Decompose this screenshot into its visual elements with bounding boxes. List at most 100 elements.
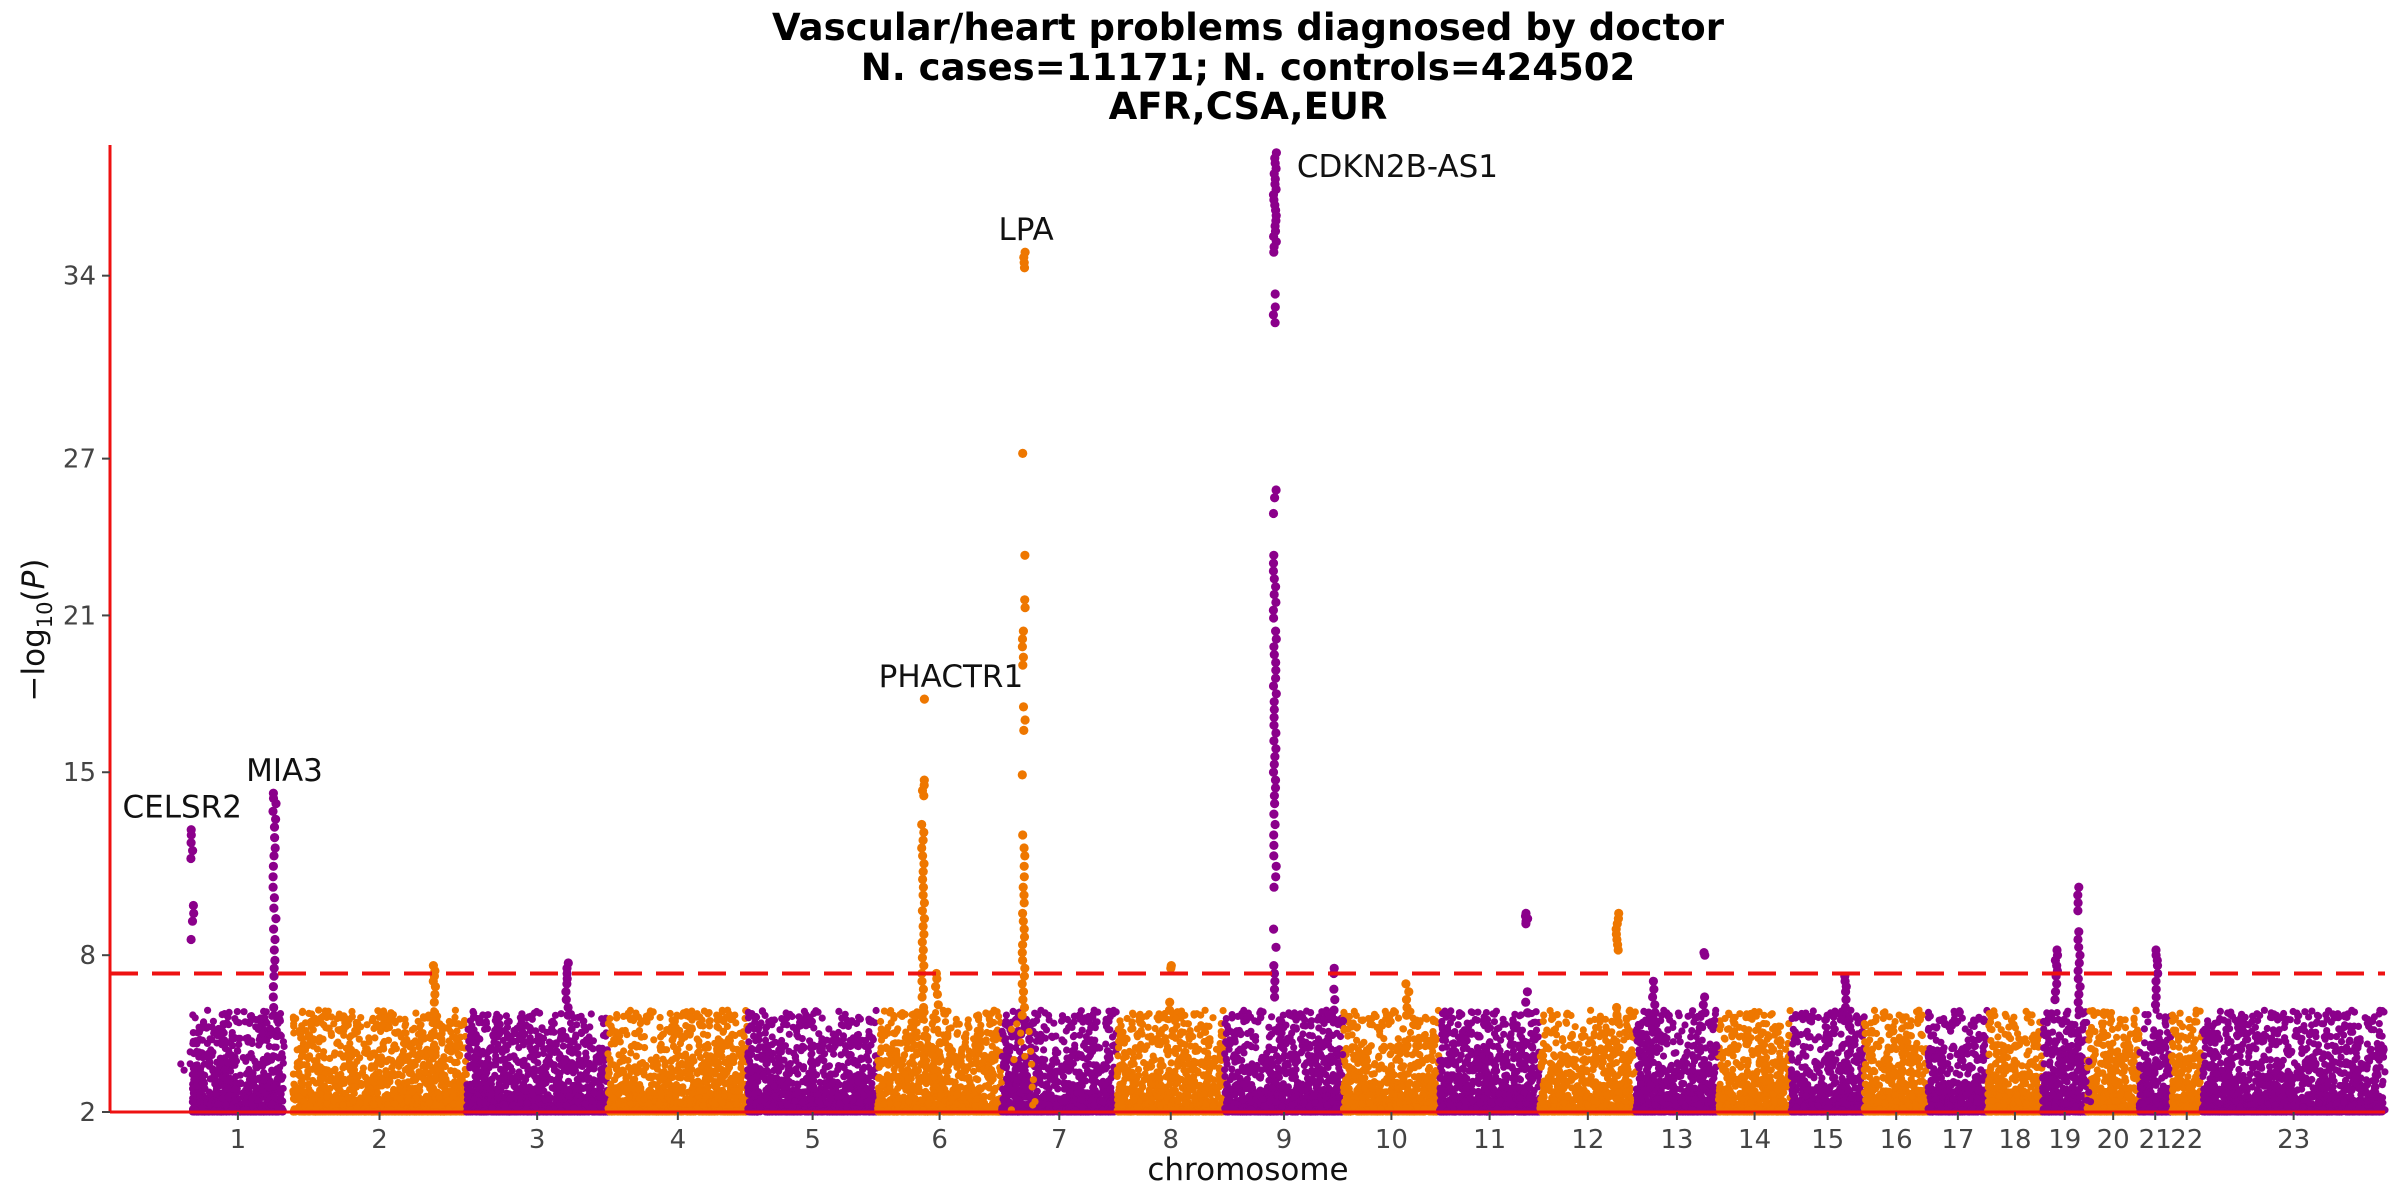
data-point [361, 1073, 370, 1081]
data-point [189, 1011, 197, 1019]
data-point [503, 1023, 512, 1031]
data-point [669, 1036, 677, 1044]
data-point [499, 1045, 507, 1053]
data-point [702, 1093, 710, 1101]
data-point [728, 1030, 736, 1038]
title-line-3: AFR,CSA,EUR [1109, 85, 1388, 128]
data-point [729, 1045, 737, 1053]
data-point [585, 1059, 594, 1067]
data-point [382, 1070, 390, 1078]
data-point [300, 1061, 308, 1069]
data-point [533, 1007, 541, 1016]
data-point [231, 1085, 239, 1093]
data-point [604, 1019, 613, 1028]
data-point [401, 1041, 409, 1049]
data-point [298, 1046, 306, 1054]
data-point [240, 1008, 248, 1016]
data-point [597, 1065, 605, 1073]
data-point [545, 1038, 554, 1046]
data-point [621, 1088, 629, 1096]
data-point [627, 1049, 635, 1057]
data-point [434, 1088, 442, 1096]
data-point [319, 1075, 327, 1083]
data-point [386, 1078, 394, 1086]
data-point [519, 1080, 528, 1088]
data-point [401, 1015, 409, 1024]
data-point [364, 1095, 372, 1103]
data-point [657, 1089, 666, 1097]
data-point [659, 1055, 667, 1063]
data-point [339, 1101, 347, 1109]
data-point [374, 1007, 382, 1015]
data-point [725, 1010, 733, 1018]
data-point [370, 1101, 378, 1109]
data-point [319, 1035, 327, 1043]
data-point [564, 1077, 573, 1085]
data-point [607, 1060, 615, 1068]
data-point [614, 1029, 622, 1037]
data-point [528, 1047, 536, 1055]
data-point [706, 1017, 714, 1025]
data-point [411, 1076, 420, 1084]
data-point [298, 1077, 306, 1086]
data-point [481, 1059, 489, 1068]
data-point [521, 1086, 529, 1095]
data-point [491, 1071, 499, 1079]
data-point [341, 1089, 350, 1097]
data-point [494, 1094, 502, 1102]
data-point [241, 1018, 249, 1026]
data-point [587, 1010, 595, 1018]
data-point [249, 1093, 257, 1101]
data-point [345, 1063, 353, 1072]
data-point [465, 1044, 473, 1052]
data-point [688, 1090, 696, 1098]
data-point [352, 1048, 360, 1056]
data-point [596, 1083, 604, 1091]
data-point [435, 1033, 444, 1041]
data-point [532, 1074, 540, 1082]
data-point [559, 1031, 567, 1039]
data-point [342, 1023, 350, 1031]
data-point [188, 1098, 196, 1106]
data-point [523, 1014, 531, 1022]
data-point [452, 1020, 460, 1028]
data-point [404, 1096, 412, 1104]
data-point [550, 1019, 558, 1028]
data-point [214, 1100, 222, 1108]
data-point [222, 1101, 230, 1109]
data-point [344, 1050, 352, 1058]
data-point [404, 1078, 412, 1086]
data-point [320, 1048, 328, 1056]
data-point [260, 1036, 268, 1044]
data-point [250, 1082, 258, 1090]
data-point [664, 1026, 672, 1034]
data-point [230, 1035, 238, 1043]
data-point [522, 1038, 530, 1046]
data-point [374, 1089, 382, 1097]
data-point [376, 1079, 385, 1087]
data-point [691, 1079, 699, 1087]
data-point [544, 1091, 552, 1099]
data-point [667, 1057, 675, 1065]
data-point [350, 1089, 358, 1097]
data-point [370, 1049, 378, 1057]
data-point [242, 1034, 250, 1042]
data-point [336, 1027, 344, 1035]
data-point [534, 1095, 542, 1103]
data-point [725, 1063, 734, 1071]
data-point [466, 1080, 474, 1088]
data-point [212, 1090, 220, 1098]
data-point [270, 1083, 278, 1091]
data-point [504, 1061, 512, 1069]
data-point [550, 1061, 558, 1069]
chromosome-1-points [188, 1006, 287, 1116]
data-point [513, 1088, 522, 1096]
data-point [255, 1041, 263, 1049]
data-point [647, 1056, 655, 1064]
data-point [204, 1006, 212, 1014]
data-point [414, 1017, 422, 1025]
data-point [426, 1085, 434, 1093]
data-point [192, 1076, 200, 1084]
data-point [507, 1032, 515, 1040]
